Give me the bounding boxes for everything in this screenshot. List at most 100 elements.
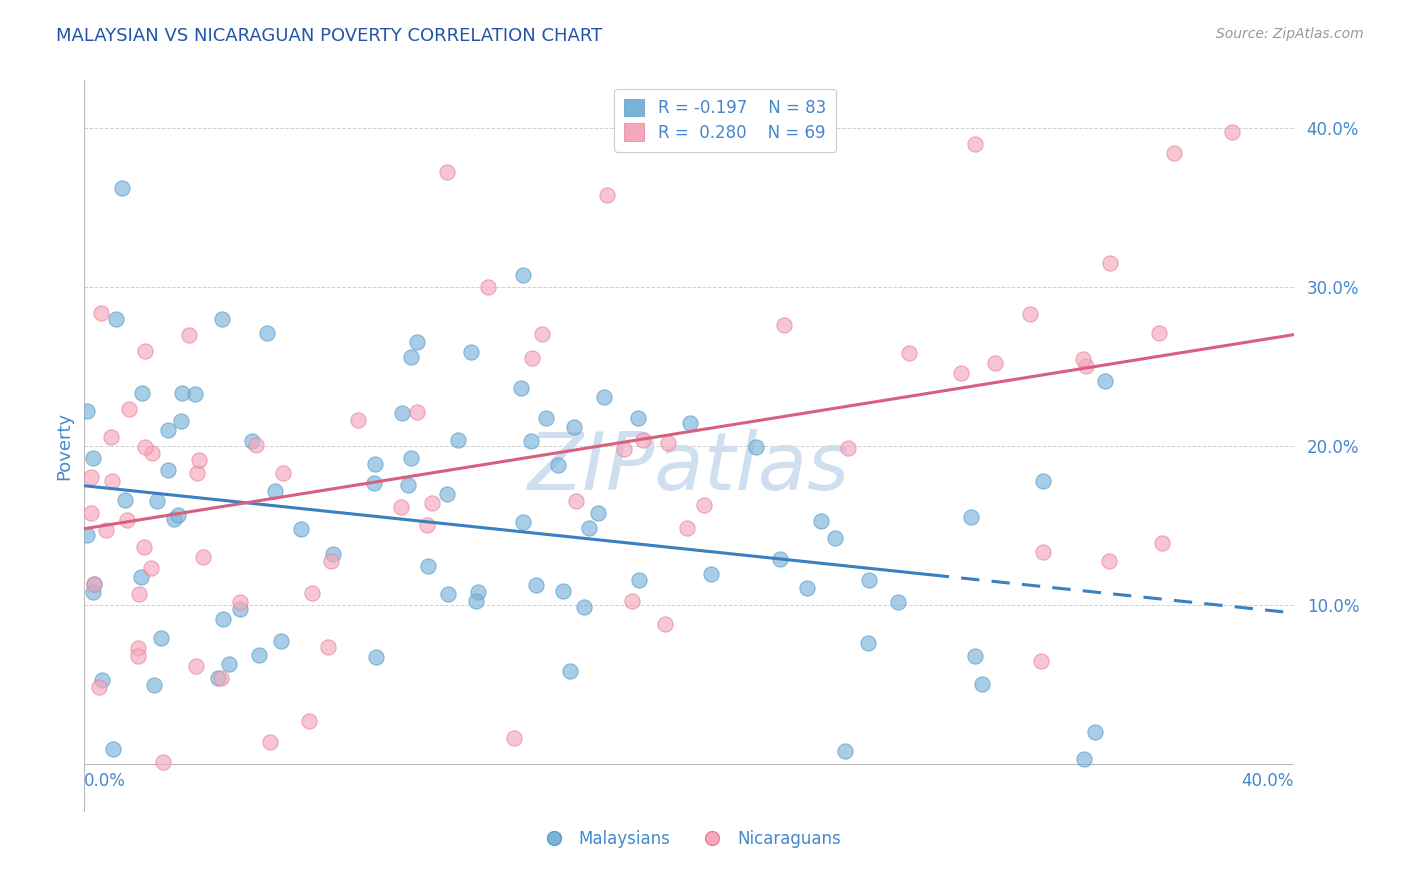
Point <box>834 744 856 758</box>
Point <box>115 513 138 527</box>
Point <box>167 508 190 523</box>
Point <box>207 671 229 685</box>
Point <box>1150 535 1173 549</box>
Point <box>105 311 128 326</box>
Point <box>256 326 278 340</box>
Point <box>179 328 201 343</box>
Point <box>897 346 920 360</box>
Text: ZIPatlas: ZIPatlas <box>527 429 851 507</box>
Point <box>399 350 422 364</box>
Point <box>157 424 180 438</box>
Point <box>675 521 697 535</box>
Point <box>1220 125 1243 139</box>
Point <box>399 450 422 465</box>
Point <box>76 404 98 418</box>
Point <box>963 648 986 663</box>
Point <box>436 164 458 178</box>
Point <box>1018 307 1040 321</box>
Point <box>82 451 104 466</box>
Point <box>209 671 232 685</box>
Point <box>465 594 488 608</box>
Point <box>270 634 292 648</box>
Point <box>271 466 294 480</box>
Text: Source: ZipAtlas.com: Source: ZipAtlas.com <box>1216 27 1364 41</box>
Point <box>163 512 186 526</box>
Point <box>134 440 156 454</box>
Point <box>837 441 859 455</box>
Point <box>319 554 342 568</box>
Point <box>467 585 489 599</box>
Point <box>1074 359 1097 373</box>
Point <box>134 540 156 554</box>
Point <box>744 441 766 455</box>
Point <box>1094 374 1116 388</box>
Point <box>984 356 1007 370</box>
Point <box>229 595 252 609</box>
Point <box>249 648 271 663</box>
Point <box>1071 351 1094 366</box>
Point <box>679 416 702 430</box>
Point <box>654 617 676 632</box>
Point <box>114 493 136 508</box>
Point <box>87 680 110 694</box>
Point <box>290 522 312 536</box>
Point <box>416 558 439 573</box>
Point <box>146 493 169 508</box>
Point <box>578 521 600 535</box>
Point <box>82 585 104 599</box>
Point <box>965 137 987 152</box>
Point <box>346 413 368 427</box>
Point <box>83 577 105 591</box>
Point <box>90 673 112 687</box>
Point <box>524 578 547 592</box>
Point <box>1073 752 1095 766</box>
Point <box>858 635 880 649</box>
Point <box>301 585 323 599</box>
Point <box>613 442 636 457</box>
Point <box>416 517 439 532</box>
Point <box>127 641 149 656</box>
Point <box>80 506 103 520</box>
Point <box>141 560 163 574</box>
Point <box>565 494 588 508</box>
Point <box>547 458 569 472</box>
Point <box>949 366 972 380</box>
Point <box>169 414 191 428</box>
Point <box>1032 545 1054 559</box>
Point <box>364 458 387 472</box>
Point <box>83 577 105 591</box>
Point <box>436 487 458 501</box>
Point <box>824 531 846 545</box>
Point <box>186 659 208 673</box>
Text: MALAYSIAN VS NICARAGUAN POVERTY CORRELATION CHART: MALAYSIAN VS NICARAGUAN POVERTY CORRELAT… <box>56 27 603 45</box>
Point <box>264 483 287 498</box>
Point <box>520 434 543 449</box>
Point <box>405 334 427 349</box>
Point <box>212 612 235 626</box>
Point <box>810 514 832 528</box>
Point <box>477 280 499 294</box>
Point <box>960 510 983 524</box>
Point <box>1029 654 1052 668</box>
Point <box>259 734 281 748</box>
Point <box>628 573 651 587</box>
Point <box>773 318 796 332</box>
Point <box>534 410 557 425</box>
Point <box>143 678 166 692</box>
Point <box>128 587 150 601</box>
Point <box>1084 724 1107 739</box>
Point <box>437 587 460 601</box>
Point <box>1032 474 1054 488</box>
Point <box>229 602 252 616</box>
Point <box>405 405 427 419</box>
Point <box>131 386 153 401</box>
Point <box>391 406 413 420</box>
Point <box>187 452 209 467</box>
Legend: Malaysians, Nicaraguans: Malaysians, Nicaraguans <box>530 823 848 855</box>
Point <box>118 402 141 417</box>
Point <box>193 550 215 565</box>
Point <box>363 476 385 491</box>
Point <box>211 311 233 326</box>
Point <box>588 506 610 520</box>
Point <box>510 381 533 395</box>
